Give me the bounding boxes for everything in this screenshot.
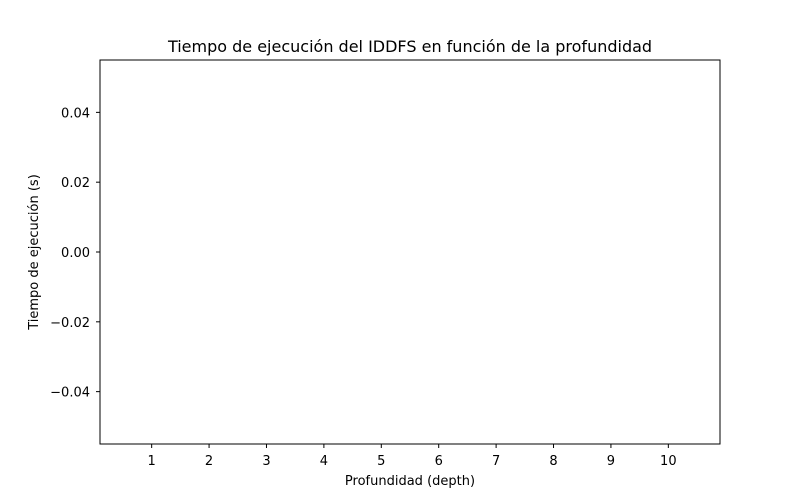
x-axis-label: Profundidad (depth) [345,474,475,489]
y-tick-label: 0.02 [61,176,90,191]
y-tick-label: 0.00 [61,246,90,261]
y-tick-label: 0.04 [61,106,90,121]
y-tick-label: −0.02 [50,316,90,331]
y-tick-label: −0.04 [50,386,90,401]
x-tick-label: 7 [492,454,500,469]
plot-area-frame [99,59,721,445]
y-axis-ticks: 0.04 0.02 0.00 −0.02 −0.04 [50,106,100,401]
x-tick-label: 9 [607,454,615,469]
x-tick-label: 5 [377,454,385,469]
x-tick-label: 2 [205,454,213,469]
x-axis-ticks: 1 2 3 4 5 6 7 8 9 10 [148,444,677,469]
y-axis-label: Tiempo de ejecución (s) [27,174,42,331]
x-tick-label: 4 [320,454,328,469]
x-tick-label: 10 [660,454,677,469]
x-tick-label: 3 [262,454,270,469]
chart-title: Tiempo de ejecución del IDDFS en función… [167,37,652,56]
x-tick-label: 1 [148,454,156,469]
x-tick-label: 8 [549,454,557,469]
x-tick-label: 6 [435,454,443,469]
